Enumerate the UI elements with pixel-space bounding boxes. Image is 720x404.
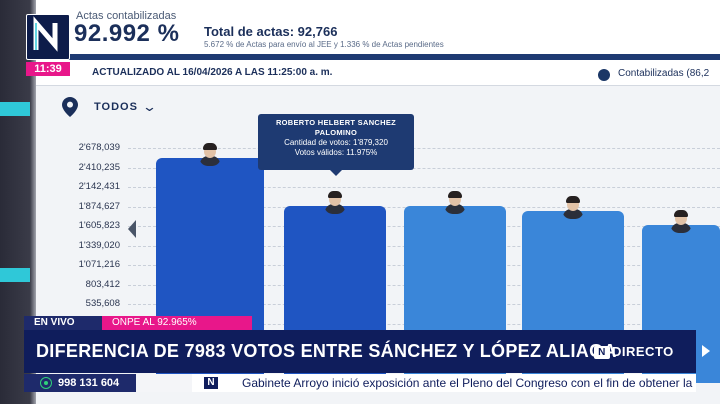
actas-subtext: 5.672 % de Actas para envío al JEE y 1.3… — [204, 40, 444, 49]
candidate-photo — [562, 195, 584, 220]
grid-line — [128, 148, 720, 149]
ticker-separator — [136, 374, 192, 392]
y-tick-label: 1'874,627 — [78, 200, 120, 212]
news-ticker: N Gabinete Arroyo inició exposición ante… — [136, 374, 696, 392]
chevron-down-icon[interactable]: ⌄ — [141, 99, 158, 114]
candidate-photo — [670, 209, 692, 234]
play-icon — [702, 345, 710, 357]
directo-label: N DIRECTO — [594, 344, 674, 359]
legend-dot-icon — [598, 69, 610, 81]
grid-line — [128, 167, 720, 169]
actas-percentage: 92.992 % — [74, 20, 180, 47]
dashboard-header: Actas contabilizadas 92.992 % Total de a… — [36, 0, 720, 56]
location-pin-icon — [62, 97, 78, 117]
directo-badge: N — [594, 346, 610, 359]
onpe-tag: ONPE AL 92.965% — [102, 316, 252, 330]
y-tick-label: 1'339,020 — [78, 239, 120, 251]
tooltip-name-line2: PALOMINO — [314, 128, 358, 137]
headline: DIFERENCIA DE 7983 VOTOS ENTRE SÁNCHEZ Y… — [36, 341, 617, 361]
ticker-text: Gabinete Arroyo inició exposición ante e… — [242, 376, 693, 390]
y-tick-label: 535,608 — [85, 298, 120, 309]
candidate-tooltip: ROBERTO HELBERT SANCHEZ PALOMINO Cantida… — [258, 114, 414, 176]
legend-label: Contabilizadas (86,2 — [618, 68, 710, 79]
y-tick-label: 2'678,039 — [78, 142, 120, 153]
live-label: EN VIVO — [24, 316, 102, 330]
grid-line — [128, 187, 720, 188]
tooltip-valid: Votos válidos: 11.975% — [294, 148, 378, 157]
y-tick-label: 1'605,823 — [78, 220, 120, 231]
onpe-dashboard: Actas contabilizadas 92.992 % Total de a… — [36, 0, 720, 404]
whatsapp-icon — [40, 377, 52, 389]
y-tick-label: 803,412 — [85, 278, 120, 290]
header-divider — [36, 54, 720, 60]
chevron-left-icon[interactable] — [128, 220, 136, 238]
y-tick-label: 2'410,235 — [78, 161, 120, 173]
clock: 11:39 — [26, 62, 70, 76]
y-tick-label: 1'071,216 — [78, 259, 120, 270]
whatsapp-number: 998 131 604 — [24, 374, 136, 392]
channel-n-icon — [33, 16, 58, 52]
ticker-logo: N — [204, 377, 218, 389]
side-strip-top — [0, 102, 30, 116]
updated-timestamp: ACTUALIZADO AL 16/04/2026 A LAS 11:25:00… — [92, 67, 333, 78]
side-strip-bottom — [0, 268, 30, 282]
total-actas: Total de actas: 92,766 — [204, 24, 338, 39]
channel-logo — [26, 14, 70, 60]
candidate-photo — [324, 190, 346, 215]
tooltip-name-line1: ROBERTO HELBERT SANCHEZ — [275, 118, 397, 127]
tooltip-votes: Cantidad de votos: 1'879,320 — [284, 138, 388, 147]
actas-label: Actas contabilizadas — [76, 10, 177, 22]
headline-bar: DIFERENCIA DE 7983 VOTOS ENTRE SÁNCHEZ Y… — [24, 330, 710, 373]
region-filter[interactable]: TODOS — [94, 101, 138, 113]
directo-word: DIRECTO — [612, 344, 674, 359]
update-row: ACTUALIZADO AL 16/04/2026 A LAS 11:25:00… — [36, 60, 720, 86]
y-tick-label: 2'142,431 — [78, 181, 120, 192]
candidate-photo — [199, 142, 221, 167]
candidate-photo — [444, 190, 466, 215]
